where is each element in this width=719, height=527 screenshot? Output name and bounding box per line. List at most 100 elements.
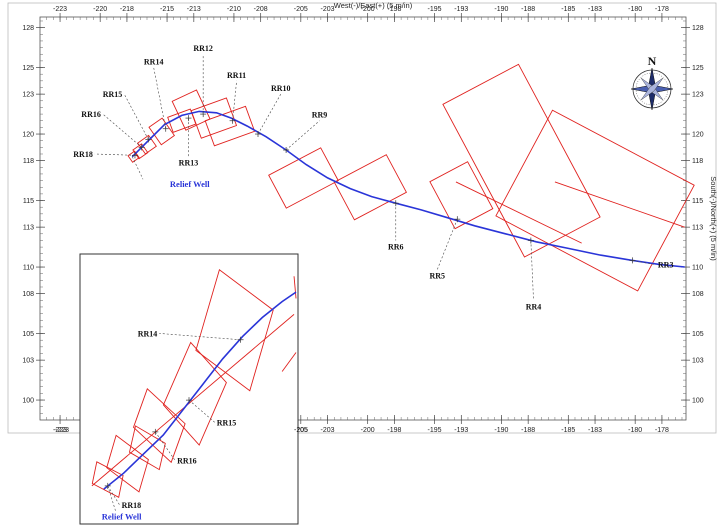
station-label-rr10: RR10 (271, 84, 291, 93)
inset-x-tick-right: -205 (294, 427, 308, 434)
station-label-rr14: RR14 (144, 58, 164, 67)
uncertainty-box-rr3 (495, 109, 695, 292)
relief-well-path (131, 110, 685, 268)
uncertainty-box-rr12 (171, 89, 211, 131)
inset-relief-well-leader (107, 485, 116, 512)
y-axis-title: South(-)/North(+) (5 m/in) (709, 176, 718, 261)
station-label-rr5: RR5 (429, 272, 445, 281)
y-tick-label-left: 125 (22, 65, 34, 72)
x-tick-label-top: -190 (494, 6, 508, 13)
x-tick-label-top: -198 (387, 6, 401, 13)
inset-station-label-rr14: RR14 (138, 329, 158, 338)
x-tick-label-bottom: -178 (655, 427, 669, 434)
uncertainty-box-rr5 (429, 161, 494, 230)
y-tick-label-right: 123 (692, 92, 704, 99)
x-tick-label-top: -213 (187, 6, 201, 13)
y-tick-label-right: 108 (692, 291, 704, 298)
uncertainty-box-rr9 (268, 147, 339, 209)
y-tick-label-left: 123 (22, 92, 34, 99)
y-tick-label-right: 118 (692, 158, 703, 165)
inset-station-label-rr15: RR15 (217, 418, 237, 427)
x-tick-label-top: -223 (53, 6, 67, 13)
y-tick-label-right: 105 (692, 331, 704, 338)
y-tick-label-left: 105 (22, 331, 34, 338)
leader-line-rr4 (530, 240, 534, 301)
y-tick-label-right: 113 (692, 225, 703, 232)
y-tick-label-left: 110 (23, 265, 34, 272)
relief-well-label: Relief Well (170, 179, 210, 189)
x-tick-label-bottom: -180 (628, 427, 642, 434)
compass-n-label: N (648, 54, 657, 68)
x-tick-label-top: -185 (561, 6, 575, 13)
y-tick-label-right: 128 (692, 25, 704, 32)
uncertainty-box-rr10 (204, 105, 256, 147)
inset-leader-line-rr16 (155, 431, 176, 461)
relief-well-leader (132, 156, 144, 180)
inset-leader-line-rr15 (188, 399, 215, 423)
compass-needle-diag2 (640, 77, 664, 101)
x-tick-label-top: -218 (120, 6, 134, 13)
x-tick-label-bottom: -200 (361, 427, 375, 434)
x-tick-label-top: -215 (160, 6, 174, 13)
inset-x-tick-left: -223 (55, 427, 69, 434)
x-tick-label-top: -193 (454, 6, 468, 13)
x-tick-label-top: -203 (321, 6, 335, 13)
y-tick-label-right: 110 (692, 265, 703, 272)
station-label-rr13: RR13 (179, 159, 199, 168)
uncertainty-box-rr14 (148, 117, 176, 146)
x-tick-label-top: -178 (655, 6, 669, 13)
x-tick-label-bottom: -190 (494, 427, 508, 434)
x-tick-label-top: -208 (254, 6, 268, 13)
y-tick-label-right: 125 (692, 65, 704, 72)
station-label-rr11: RR11 (227, 71, 246, 80)
y-tick-label-right: 120 (692, 132, 704, 139)
station-label-rr3: RR3 (658, 260, 674, 269)
inset-uncertainty-box-rr16 (132, 388, 186, 464)
station-label-rr9: RR9 (312, 111, 328, 120)
uncertainty-box-rr18 (127, 150, 140, 163)
inset-plot: RR14 RR15 RR16 RR18 Relief Well -223 -205 (55, 253, 308, 525)
station-label-rr6: RR6 (388, 242, 404, 251)
y-tick-label-right: 103 (692, 358, 704, 365)
leader-line-rr9 (285, 120, 320, 151)
y-tick-label-left: 108 (22, 291, 34, 298)
leader-line-rr16 (102, 113, 142, 148)
x-tick-label-bottom: -203 (321, 427, 335, 434)
x-tick-label-bottom: -198 (387, 427, 401, 434)
inset-leader-line-rr14 (159, 333, 241, 341)
x-tick-label-top: -200 (361, 6, 375, 13)
inset-uncertainty-box-rr18c (91, 461, 124, 498)
station-label-rr15: RR15 (103, 90, 123, 99)
x-tick-label-bottom: -195 (428, 427, 442, 434)
y-tick-label-left: 118 (23, 158, 34, 165)
uncertainty-box-rr4 (442, 63, 601, 258)
x-tick-label-bottom: -223 (53, 427, 67, 434)
inset-uncertainty-box-rr18b (128, 425, 166, 471)
inset-relief-well-path (103, 291, 297, 490)
inset-frame (79, 253, 299, 525)
x-tick-label-bottom: -183 (588, 427, 602, 434)
x-tick-label-bottom: -205 (294, 427, 308, 434)
leader-line-rr5 (436, 219, 458, 270)
leader-line-rr15 (123, 94, 149, 140)
inset-edge-mark-mid (281, 352, 297, 372)
x-tick-label-top: -210 (227, 6, 241, 13)
x-tick-label-bottom: -188 (521, 427, 535, 434)
x-tick-label-top: -205 (294, 6, 308, 13)
inset-edge-mark-top (293, 276, 297, 299)
inset-uncertainty-box-rr15 (162, 341, 227, 446)
range-line (554, 181, 685, 228)
inset-relief-well-label: Relief Well (102, 512, 142, 522)
x-axis-title: West(-)/East(+) (5 m/in) (334, 1, 413, 10)
station-label-rr4: RR4 (526, 302, 542, 311)
station-label-rr16: RR16 (81, 110, 101, 119)
y-tick-label-right: 115 (692, 198, 703, 205)
x-tick-label-top: -195 (428, 6, 442, 13)
y-tick-label-left: 115 (23, 198, 34, 205)
y-tick-label-right: 100 (692, 398, 704, 405)
x-tick-label-top: -188 (521, 6, 535, 13)
inset-uncertainty-box-rr14 (195, 269, 274, 392)
leader-line-rr18 (94, 153, 135, 156)
uncertainty-box-rr15 (137, 134, 157, 155)
range-line (455, 181, 582, 244)
